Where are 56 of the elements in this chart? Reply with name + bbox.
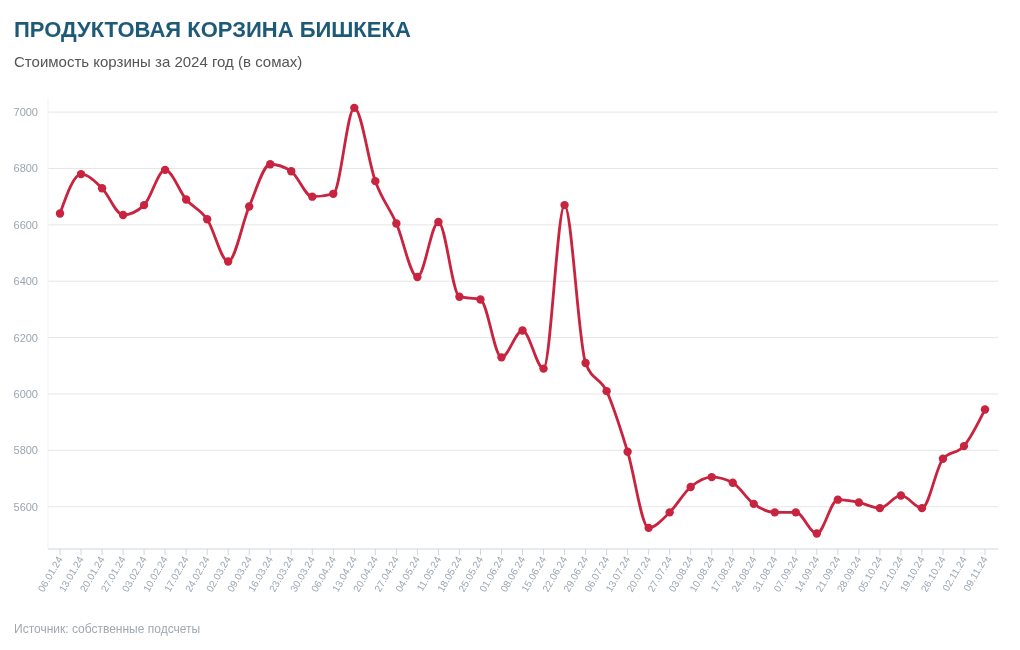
point xyxy=(770,508,779,517)
point xyxy=(202,215,212,224)
point xyxy=(371,176,380,186)
point xyxy=(938,454,948,463)
point xyxy=(223,257,233,266)
chart-subtitle: Стоимость корзины за 2024 год (в сомах) xyxy=(14,53,303,70)
point xyxy=(980,405,990,414)
point xyxy=(181,195,191,204)
y-tick-label: 5800 xyxy=(13,444,38,457)
point xyxy=(476,295,485,304)
y-tick-label: 5600 xyxy=(13,500,38,513)
point xyxy=(896,491,906,500)
point xyxy=(308,192,317,201)
point xyxy=(160,165,170,175)
point xyxy=(644,523,653,533)
point xyxy=(959,441,969,451)
point xyxy=(539,364,548,373)
point xyxy=(455,292,464,301)
point xyxy=(97,184,107,193)
y-tick-label: 7000 xyxy=(13,106,38,119)
point xyxy=(581,358,590,368)
point xyxy=(350,103,359,113)
point xyxy=(55,209,65,218)
point xyxy=(245,202,254,211)
text: Источник: собственные подсчеты xyxy=(14,622,201,636)
point xyxy=(139,200,149,210)
point xyxy=(833,495,843,504)
point xyxy=(917,503,927,513)
point xyxy=(854,498,864,507)
point xyxy=(413,272,422,282)
point xyxy=(707,472,716,482)
point xyxy=(434,217,443,227)
point xyxy=(392,219,401,228)
y-tick-label: 6200 xyxy=(13,331,38,344)
point xyxy=(875,503,885,513)
point xyxy=(266,160,275,169)
point xyxy=(791,508,800,517)
point xyxy=(749,499,758,509)
point xyxy=(560,200,569,210)
point xyxy=(287,167,296,176)
point xyxy=(497,353,506,362)
point xyxy=(686,482,695,492)
y-tick-label: 6400 xyxy=(13,275,38,288)
point xyxy=(76,169,86,179)
point xyxy=(665,508,674,517)
point xyxy=(602,386,611,396)
point xyxy=(728,478,737,487)
point xyxy=(118,210,128,220)
y-tick-label: 6800 xyxy=(13,162,38,175)
y-tick-label: 6000 xyxy=(13,387,38,400)
point xyxy=(518,326,527,335)
chart-title: ПРОДУКТОВАЯ КОРЗИНА БИШКЕКА xyxy=(14,17,411,42)
point xyxy=(623,447,632,456)
point xyxy=(329,189,338,199)
y-tick-label: 6600 xyxy=(13,218,38,231)
point xyxy=(812,529,822,538)
